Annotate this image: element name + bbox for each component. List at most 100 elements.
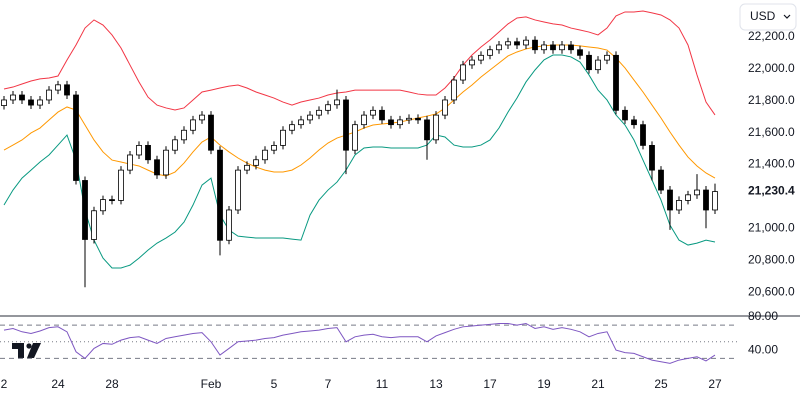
candle-body [145, 145, 151, 161]
candle-body [613, 54, 619, 111]
y-tick-label: 21,800.0 [748, 93, 795, 107]
candle-body [604, 54, 610, 61]
x-tick-label: 24 [51, 377, 65, 391]
x-tick-label: 13 [429, 377, 443, 391]
candle-body [280, 129, 286, 146]
candle-body [685, 194, 691, 201]
candle-body [487, 49, 493, 56]
candle-body [379, 109, 385, 121]
y-tick-label: 21,600.0 [748, 125, 795, 139]
candle-body [658, 169, 664, 191]
candle-body [19, 94, 25, 101]
currency-label[interactable]: USD [750, 9, 776, 23]
candle-body [298, 119, 304, 126]
logo-seven [12, 343, 24, 358]
logo [12, 343, 41, 358]
x-tick-label: 5 [271, 377, 278, 391]
currency-button-box[interactable] [739, 3, 797, 31]
x-tick-label: 2 [1, 377, 8, 391]
candle-body [73, 94, 79, 181]
candle-body [568, 44, 574, 51]
candle-body [352, 124, 358, 151]
candle-body [55, 84, 61, 91]
candle-body [415, 117, 421, 121]
candle-body [109, 199, 115, 202]
y-tick-label: 21,400.0 [748, 157, 795, 171]
candle-body [433, 114, 439, 141]
candle-body [262, 149, 268, 161]
candle-body [406, 117, 412, 121]
candle-body [199, 114, 205, 121]
rsi-tick-label: 80.00 [748, 309, 778, 323]
rsi-line [3, 322, 716, 364]
candle-body [316, 109, 322, 116]
candle-body [631, 119, 637, 126]
candle-body [460, 64, 466, 81]
candle-body [424, 119, 430, 141]
candle-body [28, 99, 34, 106]
x-tick-label: 19 [537, 377, 551, 391]
candle-body [541, 44, 547, 51]
candle-body [271, 145, 277, 151]
candle-body [154, 159, 160, 176]
candle-body [100, 199, 106, 212]
candle-body [172, 139, 178, 151]
rsi-tick-label: 40.00 [748, 342, 778, 356]
candle-body [370, 109, 376, 116]
candle-body [181, 129, 187, 141]
candle-body [505, 41, 511, 46]
candle-body [397, 119, 403, 126]
candle-body [343, 99, 349, 151]
candle-body [307, 114, 313, 121]
candle-body [127, 154, 133, 171]
candle-body [244, 164, 250, 171]
candle-body [676, 200, 682, 211]
candle-body [289, 124, 295, 131]
candle-body [235, 169, 241, 211]
candle-body [190, 119, 196, 131]
candle-body [640, 124, 646, 146]
candle-body [532, 39, 538, 51]
logo-slash [27, 343, 41, 358]
candle-body [118, 169, 124, 201]
bollinger-band [3, 54, 716, 269]
candle-body [595, 59, 601, 71]
candle-body [10, 94, 16, 101]
candle-body [451, 79, 457, 101]
candle-body [388, 119, 394, 126]
candle-body [46, 89, 52, 101]
x-tick-label: Feb [201, 377, 222, 391]
candle-body [1, 99, 7, 106]
x-tick-label: 28 [105, 377, 119, 391]
y-tick-label: 20,800.0 [748, 252, 795, 266]
candle-body [361, 114, 367, 126]
candle-body [208, 114, 214, 151]
candle-body [253, 159, 259, 166]
candle-body [712, 191, 718, 211]
candle-body [469, 59, 475, 66]
y-tick-label: 22,200.0 [748, 29, 795, 43]
candle-body [37, 99, 43, 106]
candle-body [217, 149, 223, 241]
bollinger-band [3, 44, 716, 179]
x-tick-label: 17 [483, 377, 497, 391]
x-tick-label: 25 [654, 377, 668, 391]
candle-body [559, 44, 565, 51]
candle-body [91, 210, 97, 240]
currency-button[interactable]: USD [739, 3, 797, 31]
candle-body [478, 54, 484, 61]
x-tick-label: 21 [591, 377, 605, 391]
chevron-icon[interactable] [783, 14, 791, 19]
candle-body [64, 84, 70, 96]
candle-body [667, 189, 673, 211]
candle-body [136, 145, 142, 156]
candle-body [514, 41, 520, 46]
candle-body [622, 109, 628, 121]
x-tick-label: 11 [376, 377, 389, 391]
logo-dot [26, 343, 32, 349]
x-tick-label: 7 [325, 377, 332, 391]
candle-body [577, 49, 583, 56]
last-price-label: 21,230.4 [748, 184, 795, 198]
